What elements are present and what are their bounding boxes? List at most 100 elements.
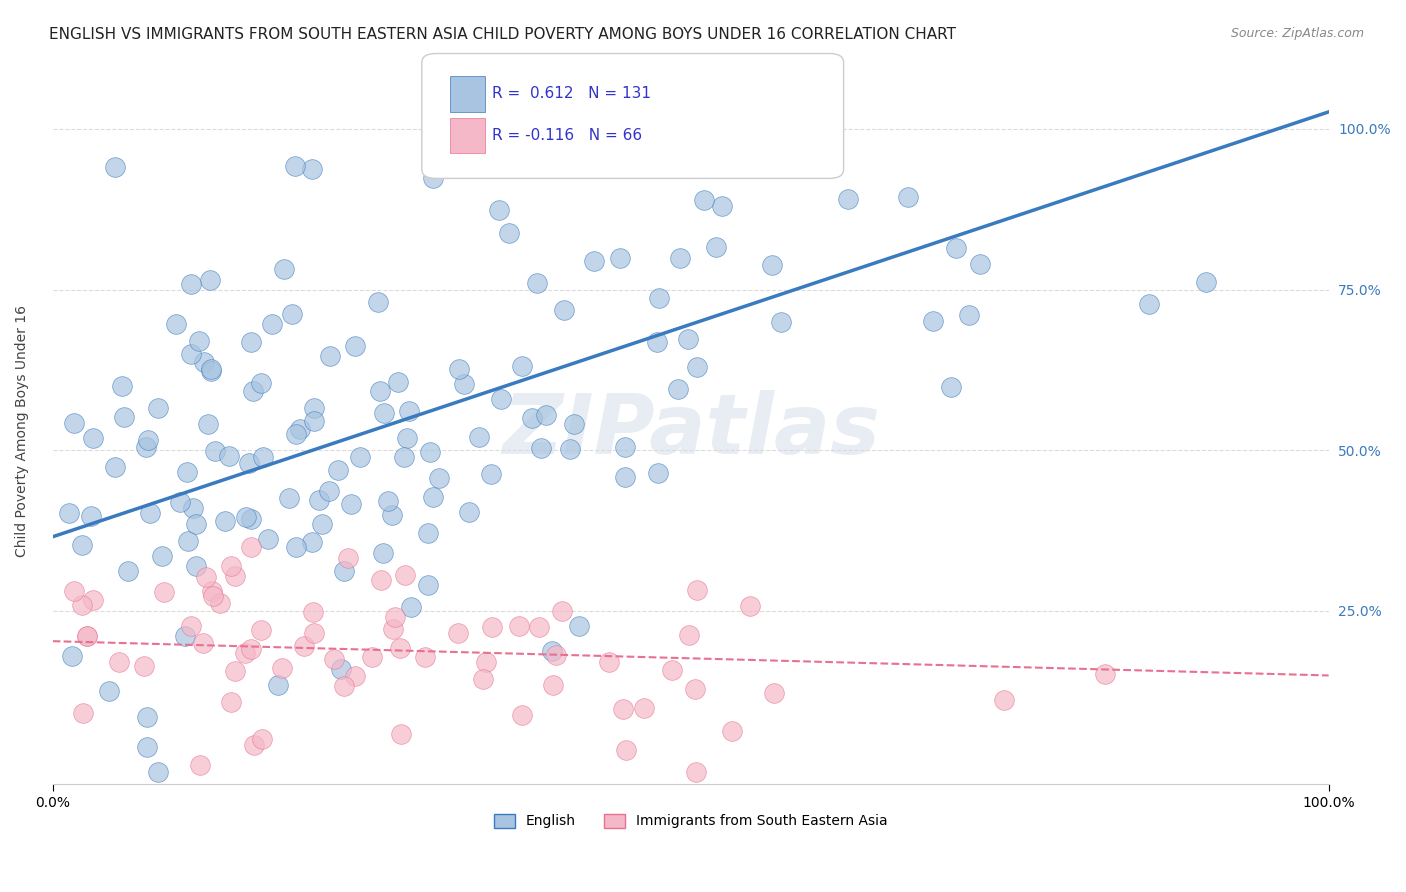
Point: [395, 431, 418, 445]
Point: [238, 456, 260, 470]
Point: [837, 192, 859, 206]
Point: [551, 604, 574, 618]
Point: [384, 610, 406, 624]
Point: [360, 650, 382, 665]
Point: [302, 414, 325, 428]
Point: [333, 679, 356, 693]
Point: [447, 626, 470, 640]
Point: [219, 695, 242, 709]
Point: [389, 726, 412, 740]
Point: [271, 661, 294, 675]
Point: [191, 636, 214, 650]
Point: [135, 440, 157, 454]
Point: [520, 410, 543, 425]
Point: [82, 431, 104, 445]
Point: [174, 629, 197, 643]
Point: [512, 359, 534, 374]
Point: [468, 430, 491, 444]
Point: [453, 376, 475, 391]
Legend: English, Immigrants from South Eastern Asia: English, Immigrants from South Eastern A…: [488, 808, 893, 834]
Point: [186, 517, 208, 532]
Point: [367, 295, 389, 310]
Point: [921, 314, 943, 328]
Point: [200, 362, 222, 376]
Point: [219, 559, 242, 574]
Point: [676, 332, 699, 346]
Point: [180, 347, 202, 361]
Point: [544, 648, 567, 663]
Point: [945, 241, 967, 255]
Point: [146, 764, 169, 779]
Point: [136, 433, 159, 447]
Point: [683, 681, 706, 696]
Y-axis label: Child Poverty Among Boys Under 16: Child Poverty Among Boys Under 16: [15, 305, 30, 557]
Point: [235, 509, 257, 524]
Point: [645, 335, 668, 350]
Point: [422, 171, 444, 186]
Point: [322, 652, 344, 666]
Point: [457, 505, 479, 519]
Point: [897, 190, 920, 204]
Point: [290, 421, 312, 435]
Point: [285, 427, 308, 442]
Point: [301, 161, 323, 176]
Point: [769, 315, 792, 329]
Point: [104, 459, 127, 474]
Point: [633, 700, 655, 714]
Point: [939, 380, 962, 394]
Point: [614, 440, 637, 454]
Point: [278, 491, 301, 506]
Point: [711, 199, 734, 213]
Point: [146, 401, 169, 416]
Text: ZIPatlas: ZIPatlas: [502, 391, 880, 471]
Point: [250, 376, 273, 391]
Point: [530, 441, 553, 455]
Point: [240, 540, 263, 554]
Point: [762, 686, 785, 700]
Point: [284, 159, 307, 173]
Point: [165, 318, 187, 332]
Point: [302, 605, 325, 619]
Point: [678, 628, 700, 642]
Point: [111, 379, 134, 393]
Point: [302, 401, 325, 415]
Point: [427, 471, 450, 485]
Point: [240, 642, 263, 657]
Point: [381, 508, 404, 522]
Point: [419, 444, 441, 458]
Point: [329, 662, 352, 676]
Point: [197, 417, 219, 431]
Point: [76, 629, 98, 643]
Point: [257, 533, 280, 547]
Point: [136, 740, 159, 755]
Point: [97, 683, 120, 698]
Point: [534, 409, 557, 423]
Point: [477, 121, 499, 136]
Point: [336, 551, 359, 566]
Point: [273, 262, 295, 277]
Text: R =  0.612   N = 131: R = 0.612 N = 131: [492, 87, 651, 101]
Point: [70, 599, 93, 613]
Point: [62, 416, 84, 430]
Point: [1137, 296, 1160, 310]
Point: [319, 349, 342, 363]
Point: [294, 639, 316, 653]
Point: [190, 758, 212, 772]
Point: [583, 254, 606, 268]
Point: [214, 514, 236, 528]
Point: [243, 739, 266, 753]
Point: [381, 622, 404, 636]
Point: [529, 620, 551, 634]
Point: [134, 658, 156, 673]
Point: [60, 648, 83, 663]
Point: [239, 512, 262, 526]
Point: [194, 569, 217, 583]
Point: [368, 384, 391, 398]
Point: [242, 384, 264, 399]
Point: [398, 404, 420, 418]
Point: [422, 490, 444, 504]
Point: [562, 417, 585, 432]
Point: [301, 535, 323, 549]
Point: [993, 693, 1015, 707]
Point: [250, 731, 273, 746]
